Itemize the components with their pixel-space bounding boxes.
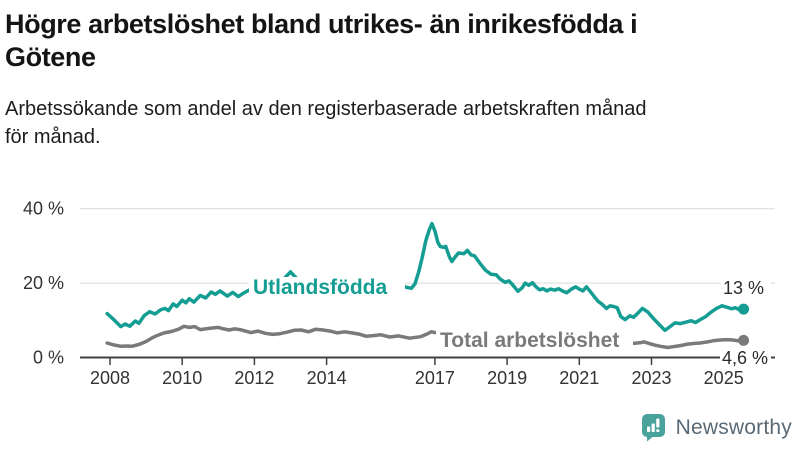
page-subtitle-line-2: för månad.	[5, 126, 101, 148]
y-tick-label-0: 0 %	[33, 348, 64, 368]
series-label-utlandsf-dda: Utlandsfödda	[253, 276, 387, 299]
page-title-line-1: Högre arbetslöshet bland utrikes- än inr…	[5, 9, 638, 39]
series-line-total-arbetsl-shet	[105, 324, 746, 350]
end-value-label-utlandsf-dda: 13 %	[723, 278, 764, 298]
end-value-label-total-arbetsl-shet: 4,6 %	[722, 348, 768, 368]
end-dot-utlandsf-dda	[738, 303, 750, 315]
x-tick-label-2023: 2023	[631, 368, 671, 388]
x-tick-label-2025: 2025	[704, 368, 744, 388]
x-tick-label-2017: 2017	[415, 368, 455, 388]
y-tick-label-40: 40 %	[23, 199, 64, 219]
series-label-total-arbetsl-shet: Total arbetslöshet	[440, 329, 619, 352]
end-label-mask-utlandsf-dda	[721, 278, 771, 296]
x-tick-label-2010: 2010	[162, 368, 202, 388]
page-subtitle-line-1: Arbetssökande som andel av den registerb…	[5, 98, 647, 120]
brand-footer: Newsworthy	[641, 413, 792, 442]
page-subtitle: Arbetssökande som andel av den registerb…	[5, 95, 797, 151]
page-title-line-2: Götene	[5, 42, 96, 72]
x-tick-label-2014: 2014	[307, 368, 347, 388]
y-tick-label-20: 20 %	[23, 273, 64, 293]
x-tick-label-2019: 2019	[487, 368, 527, 388]
newsworthy-logo-icon	[641, 413, 667, 442]
page-title: Högre arbetslöshet bland utrikes- än inr…	[5, 8, 797, 74]
series-line-utlandsf-dda	[105, 221, 746, 333]
x-tick-label-2008: 2008	[90, 368, 130, 388]
x-tick-label-2021: 2021	[559, 368, 599, 388]
end-label-mask-total-arbetsl-shet	[720, 350, 771, 366]
series-label-mask-total-arbetsl-shet	[436, 330, 633, 351]
chart-header: Högre arbetslöshet bland utrikes- än inr…	[5, 8, 797, 151]
series-label-mask-utlandsf-dda	[249, 277, 405, 298]
x-tick-label-2012: 2012	[234, 368, 274, 388]
end-dot-total-arbetsl-shet	[738, 334, 750, 346]
brand-name: Newsworthy	[675, 415, 792, 439]
